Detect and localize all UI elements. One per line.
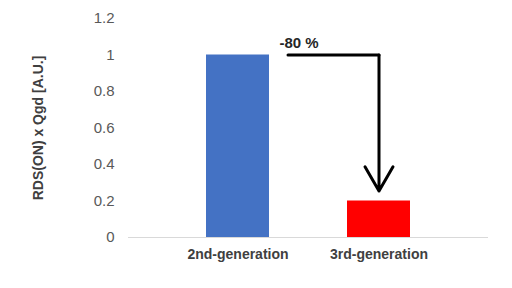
svg-text:0.2: 0.2 xyxy=(94,192,115,209)
svg-text:0.8: 0.8 xyxy=(94,82,115,99)
svg-text:1: 1 xyxy=(106,46,114,63)
svg-text:0: 0 xyxy=(106,228,114,245)
svg-text:-80 %: -80 % xyxy=(279,34,318,51)
svg-text:RDS(ON) x Qgd [A.U.]: RDS(ON) x Qgd [A.U.] xyxy=(30,56,46,201)
svg-text:0.6: 0.6 xyxy=(94,119,115,136)
svg-text:2nd-generation: 2nd-generation xyxy=(187,246,288,262)
svg-text:0.4: 0.4 xyxy=(94,155,115,172)
svg-text:3rd-generation: 3rd-generation xyxy=(330,246,428,262)
svg-text:1.2: 1.2 xyxy=(94,9,115,26)
